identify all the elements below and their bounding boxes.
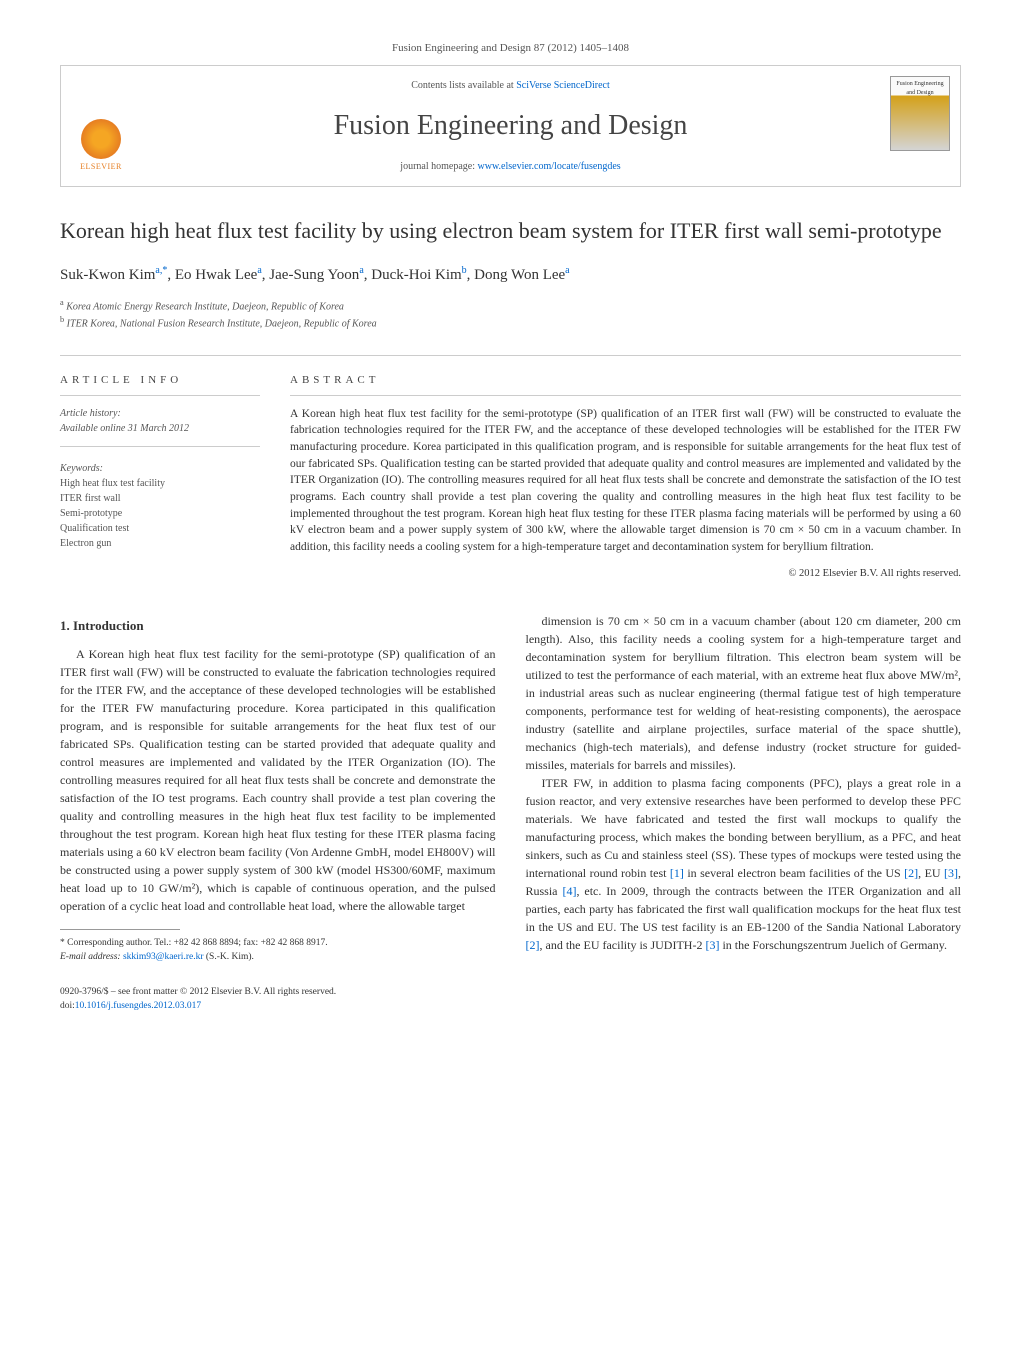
body-paragraph: ITER FW, in addition to plasma facing co… <box>526 774 962 954</box>
article-history: Article history: Available online 31 Mar… <box>60 406 260 447</box>
body-paragraph: A Korean high heat flux test facility fo… <box>60 645 496 915</box>
body-text: , and the EU facility is JUDITH-2 <box>540 938 706 952</box>
elsevier-label: ELSEVIER <box>80 161 122 173</box>
journal-title: Fusion Engineering and Design <box>153 105 868 147</box>
history-label: Article history: <box>60 408 121 419</box>
body-text: , EU <box>918 866 944 880</box>
email-line: E-mail address: skkim93@kaeri.re.kr (S.-… <box>60 950 496 964</box>
history-date: Available online 31 March 2012 <box>60 423 189 434</box>
sciencedirect-link[interactable]: SciVerse ScienceDirect <box>516 80 610 91</box>
corresponding-author-footnote: * Corresponding author. Tel.: +82 42 868… <box>60 936 496 965</box>
affiliations: a Korea Atomic Energy Research Institute… <box>60 297 961 332</box>
front-matter-footer: 0920-3796/$ – see front matter © 2012 El… <box>60 985 961 1014</box>
info-abstract-row: ARTICLE INFO Article history: Available … <box>60 355 961 581</box>
author-list: Suk-Kwon Kima,*, Eo Hwak Leea, Jae-Sung … <box>60 263 961 287</box>
affiliation: a Korea Atomic Energy Research Institute… <box>60 297 961 314</box>
body-paragraph: dimension is 70 cm × 50 cm in a vacuum c… <box>526 612 962 774</box>
contents-available-line: Contents lists available at SciVerse Sci… <box>153 78 868 93</box>
running-citation: Fusion Engineering and Design 87 (2012) … <box>60 40 961 57</box>
affiliation: b ITER Korea, National Fusion Research I… <box>60 314 961 331</box>
keyword: Semi-prototype <box>60 506 260 521</box>
author-sup: a <box>565 265 569 276</box>
corresponding-email-link[interactable]: skkim93@kaeri.re.kr <box>123 952 204 962</box>
homepage-prefix: journal homepage: <box>400 161 477 172</box>
section-heading-intro: 1. Introduction <box>60 616 496 636</box>
keyword: Electron gun <box>60 536 260 551</box>
article-body: 1. Introduction A Korean high heat flux … <box>60 612 961 965</box>
author: Eo Hwak Lee <box>175 267 257 283</box>
elsevier-logo-icon: ELSEVIER <box>71 116 131 176</box>
abstract-column: ABSTRACT A Korean high heat flux test fa… <box>290 372 961 581</box>
affil-text: Korea Atomic Energy Research Institute, … <box>66 301 344 312</box>
affil-sup: a <box>60 298 64 307</box>
corr-line: * Corresponding author. Tel.: +82 42 868… <box>60 936 496 950</box>
journal-cover-icon: Fusion Engineering and Design <box>890 76 950 151</box>
reference-link[interactable]: [2] <box>904 866 918 880</box>
abstract-copyright: © 2012 Elsevier B.V. All rights reserved… <box>290 566 961 582</box>
keyword: Qualification test <box>60 521 260 536</box>
keywords-label: Keywords: <box>60 461 260 476</box>
reference-link[interactable]: [3] <box>705 938 719 952</box>
footnote-separator <box>60 929 180 930</box>
reference-link[interactable]: [4] <box>562 884 576 898</box>
journal-homepage-line: journal homepage: www.elsevier.com/locat… <box>153 159 868 174</box>
author: Jae-Sung Yoon <box>269 267 359 283</box>
contents-prefix: Contents lists available at <box>411 80 516 91</box>
author-sup: b <box>462 265 467 276</box>
article-info-label: ARTICLE INFO <box>60 372 260 396</box>
journal-cover-cell: Fusion Engineering and Design <box>880 66 960 186</box>
email-label: E-mail address: <box>60 952 123 962</box>
doi-line: doi:10.1016/j.fusengdes.2012.03.017 <box>60 999 961 1013</box>
author: Duck-Hoi Kim <box>371 267 461 283</box>
doi-prefix: doi: <box>60 1001 75 1011</box>
author-sup: a <box>257 265 261 276</box>
keywords-block: Keywords: High heat flux test facility I… <box>60 461 260 551</box>
body-text: , etc. In 2009, through the contracts be… <box>526 884 962 934</box>
body-text: in the Forschungszentrum Juelich of Germ… <box>719 938 947 952</box>
author-sup: a,* <box>155 265 167 276</box>
author: Suk-Kwon Kim <box>60 267 155 283</box>
publisher-logo-cell: ELSEVIER <box>61 66 141 186</box>
affil-text: ITER Korea, National Fusion Research Ins… <box>67 318 377 329</box>
header-center: Contents lists available at SciVerse Sci… <box>141 66 880 186</box>
affil-sup: b <box>60 315 64 324</box>
body-text: ITER FW, in addition to plasma facing co… <box>526 776 962 880</box>
body-text: in several electron beam facilities of t… <box>684 866 904 880</box>
journal-header: ELSEVIER Contents lists available at Sci… <box>60 65 961 187</box>
reference-link[interactable]: [3] <box>944 866 958 880</box>
keyword: ITER first wall <box>60 491 260 506</box>
article-info-column: ARTICLE INFO Article history: Available … <box>60 372 260 581</box>
email-suffix: (S.-K. Kim). <box>204 952 254 962</box>
reference-link[interactable]: [2] <box>526 938 540 952</box>
author: Dong Won Lee <box>474 267 565 283</box>
article-title: Korean high heat flux test facility by u… <box>60 217 961 246</box>
elsevier-tree-icon <box>81 119 121 159</box>
journal-homepage-link[interactable]: www.elsevier.com/locate/fusengdes <box>478 161 621 172</box>
keyword: High heat flux test facility <box>60 476 260 491</box>
doi-link[interactable]: 10.1016/j.fusengdes.2012.03.017 <box>75 1001 201 1011</box>
issn-copyright-line: 0920-3796/$ – see front matter © 2012 El… <box>60 985 961 999</box>
abstract-text: A Korean high heat flux test facility fo… <box>290 406 961 556</box>
abstract-label: ABSTRACT <box>290 372 961 396</box>
reference-link[interactable]: [1] <box>670 866 684 880</box>
author-sup: a <box>359 265 363 276</box>
